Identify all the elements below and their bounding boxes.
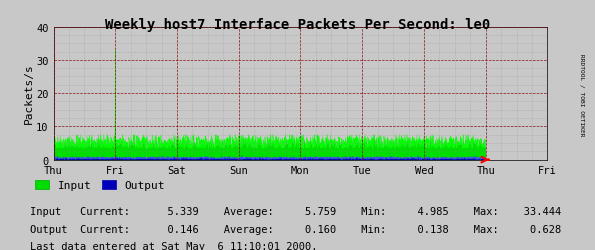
Text: RRDTOOL / TOBI OETIKER: RRDTOOL / TOBI OETIKER: [580, 54, 584, 136]
Text: Weekly host7 Interface Packets Per Second: le0: Weekly host7 Interface Packets Per Secon…: [105, 18, 490, 32]
Text: Input   Current:      5.339    Average:     5.759    Min:     4.985    Max:    3: Input Current: 5.339 Average: 5.759 Min:…: [30, 206, 561, 216]
Text: Last data entered at Sat May  6 11:10:01 2000.: Last data entered at Sat May 6 11:10:01 …: [30, 241, 317, 250]
Legend: Input, Output: Input, Output: [35, 181, 165, 191]
Text: Output  Current:      0.146    Average:     0.160    Min:     0.138    Max:     : Output Current: 0.146 Average: 0.160 Min…: [30, 224, 561, 234]
Y-axis label: Packets/s: Packets/s: [23, 64, 33, 124]
